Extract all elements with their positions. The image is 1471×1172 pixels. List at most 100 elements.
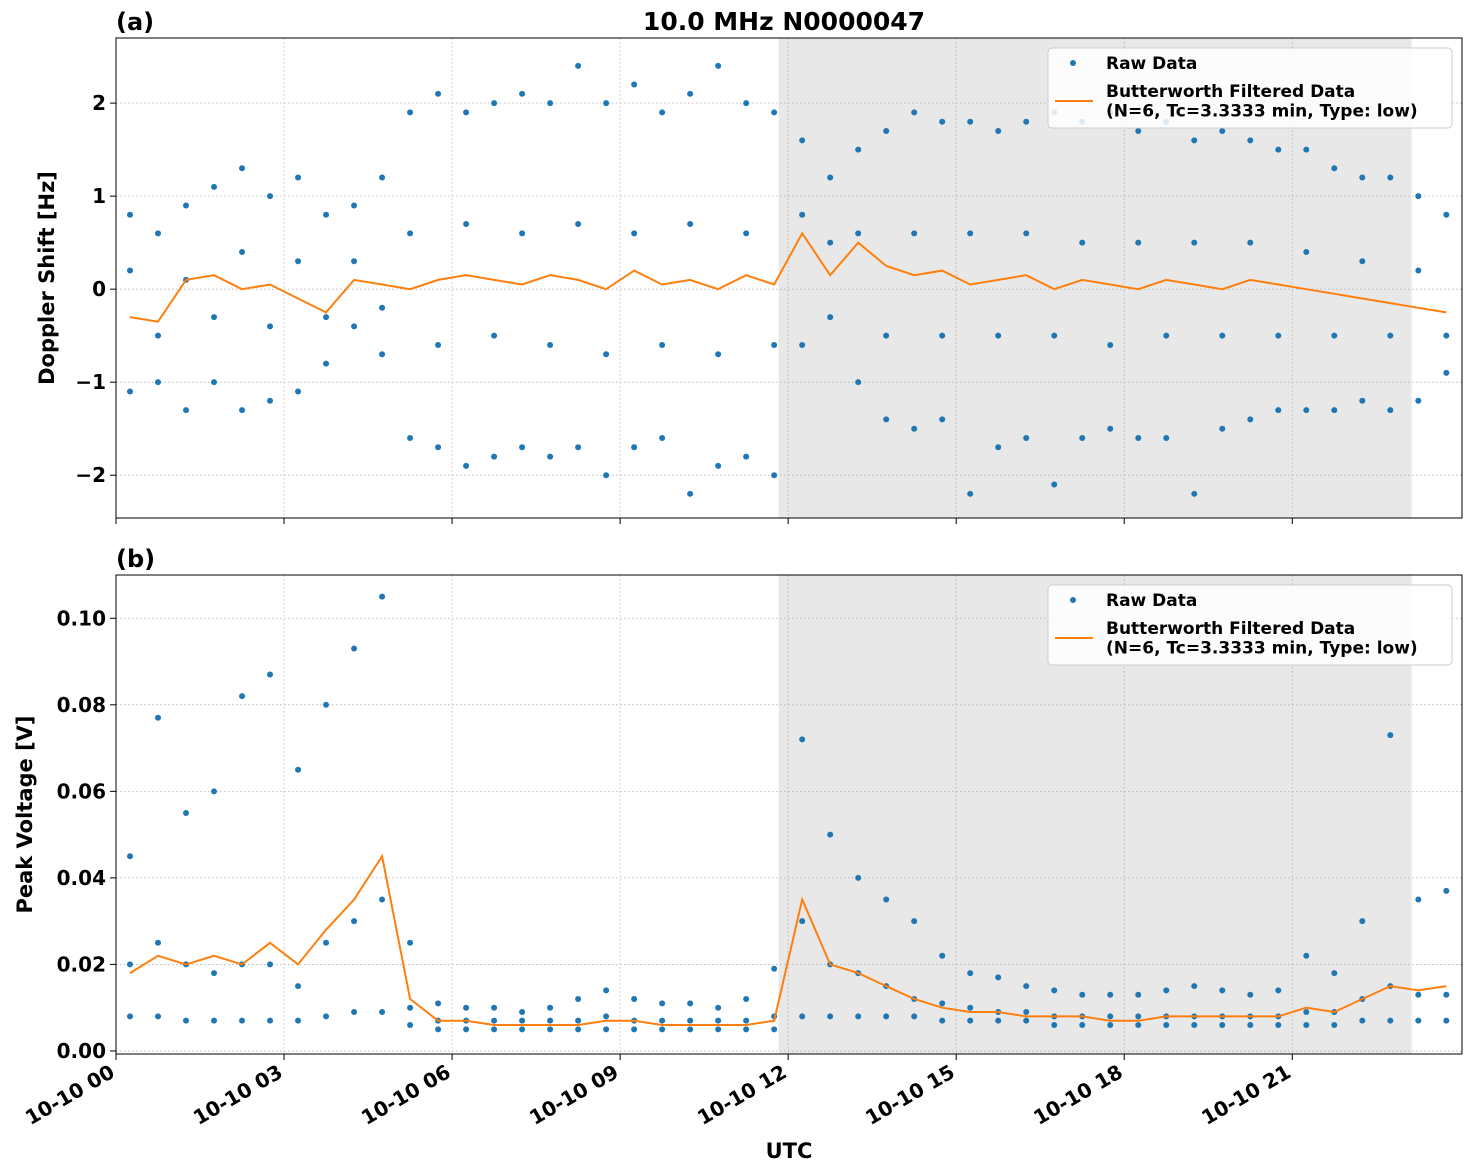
raw-point xyxy=(799,1013,806,1020)
raw-point xyxy=(575,996,582,1003)
raw-point xyxy=(603,987,610,994)
raw-point xyxy=(1107,991,1114,998)
raw-point xyxy=(603,351,610,358)
raw-point xyxy=(295,766,302,773)
raw-point xyxy=(1443,369,1450,376)
raw-point xyxy=(1219,425,1226,432)
raw-point xyxy=(547,100,554,107)
raw-point xyxy=(911,109,918,116)
raw-point xyxy=(799,341,806,348)
raw-point xyxy=(771,109,778,116)
raw-point xyxy=(1387,1017,1394,1024)
filtered-line xyxy=(129,853,1447,1026)
plot-area xyxy=(127,62,1450,497)
y-tick-label: 0.02 xyxy=(57,952,106,976)
raw-point xyxy=(1303,1009,1310,1016)
raw-point xyxy=(323,360,330,367)
raw-point xyxy=(491,332,498,339)
raw-point xyxy=(687,1026,694,1033)
raw-point xyxy=(1107,341,1114,348)
raw-point xyxy=(1359,397,1366,404)
raw-point xyxy=(1191,137,1198,144)
raw-point xyxy=(687,90,694,97)
x-tick-label: 10-10 06 xyxy=(357,1060,455,1130)
raw-point xyxy=(379,304,386,311)
raw-point xyxy=(323,1013,330,1020)
raw-point xyxy=(1079,991,1086,998)
raw-point xyxy=(1191,239,1198,246)
y-tick-label: 0.00 xyxy=(57,1039,106,1063)
raw-point xyxy=(687,1000,694,1007)
raw-point xyxy=(1051,1022,1058,1029)
raw-point xyxy=(631,1026,638,1033)
raw-point xyxy=(1387,407,1394,414)
raw-point xyxy=(491,1017,498,1024)
chart-title: 10.0 MHz N0000047 xyxy=(643,7,925,36)
raw-point xyxy=(1387,732,1394,739)
raw-point xyxy=(1247,137,1254,144)
raw-point xyxy=(1443,332,1450,339)
raw-point xyxy=(295,983,302,990)
raw-point xyxy=(351,918,358,925)
raw-point xyxy=(295,1017,302,1024)
raw-point xyxy=(1275,332,1282,339)
raw-point xyxy=(799,918,806,925)
raw-point xyxy=(631,81,638,88)
raw-point xyxy=(911,425,918,432)
raw-point xyxy=(547,341,554,348)
raw-point xyxy=(519,90,526,97)
raw-point xyxy=(183,809,190,816)
raw-point xyxy=(1415,397,1422,404)
raw-point xyxy=(743,996,750,1003)
raw-point xyxy=(1359,174,1366,181)
x-tick-label: 10-10 18 xyxy=(1029,1060,1127,1130)
raw-point xyxy=(995,974,1002,981)
raw-point xyxy=(1219,332,1226,339)
y-tick-label: 0.10 xyxy=(57,606,106,630)
raw-point xyxy=(1443,887,1450,894)
raw-point xyxy=(603,472,610,479)
raw-point xyxy=(1163,435,1170,441)
raw-point xyxy=(575,62,582,69)
raw-point xyxy=(883,416,890,423)
raw-point xyxy=(127,267,134,274)
raw-point xyxy=(407,939,414,946)
raw-point xyxy=(435,1026,442,1033)
x-tick-label: 10-10 15 xyxy=(861,1060,959,1130)
y-axis-label: Doppler Shift [Hz] xyxy=(35,171,59,385)
raw-point xyxy=(799,211,806,218)
legend-label: Butterworth Filtered Data (N=6, Tc=3.3333… xyxy=(1106,619,1418,659)
raw-point xyxy=(1303,146,1310,153)
raw-point xyxy=(351,258,358,265)
legend-marker xyxy=(1070,60,1076,66)
raw-point xyxy=(351,202,358,209)
raw-point xyxy=(267,193,274,200)
raw-point xyxy=(575,1026,582,1033)
raw-point xyxy=(603,100,610,107)
raw-point xyxy=(827,831,834,838)
raw-point xyxy=(1331,407,1338,414)
raw-point xyxy=(1275,407,1282,414)
raw-point xyxy=(211,314,218,321)
raw-point xyxy=(659,1000,666,1007)
raw-point xyxy=(911,230,918,237)
raw-point xyxy=(295,174,302,181)
raw-point xyxy=(155,714,162,721)
raw-point xyxy=(1051,987,1058,994)
raw-point xyxy=(631,444,638,451)
raw-point xyxy=(183,1017,190,1024)
raw-point xyxy=(659,109,666,116)
y-tick-label: 0.04 xyxy=(57,866,106,890)
raw-point xyxy=(687,221,694,228)
raw-point xyxy=(463,1004,470,1011)
raw-point xyxy=(911,1013,918,1020)
raw-point xyxy=(939,118,946,125)
raw-point xyxy=(379,593,386,600)
raw-point xyxy=(883,896,890,903)
raw-point xyxy=(1107,425,1114,432)
raw-point xyxy=(127,1013,134,1020)
raw-point xyxy=(715,351,722,358)
raw-point xyxy=(323,939,330,946)
raw-point xyxy=(1163,987,1170,994)
raw-point xyxy=(799,736,806,743)
